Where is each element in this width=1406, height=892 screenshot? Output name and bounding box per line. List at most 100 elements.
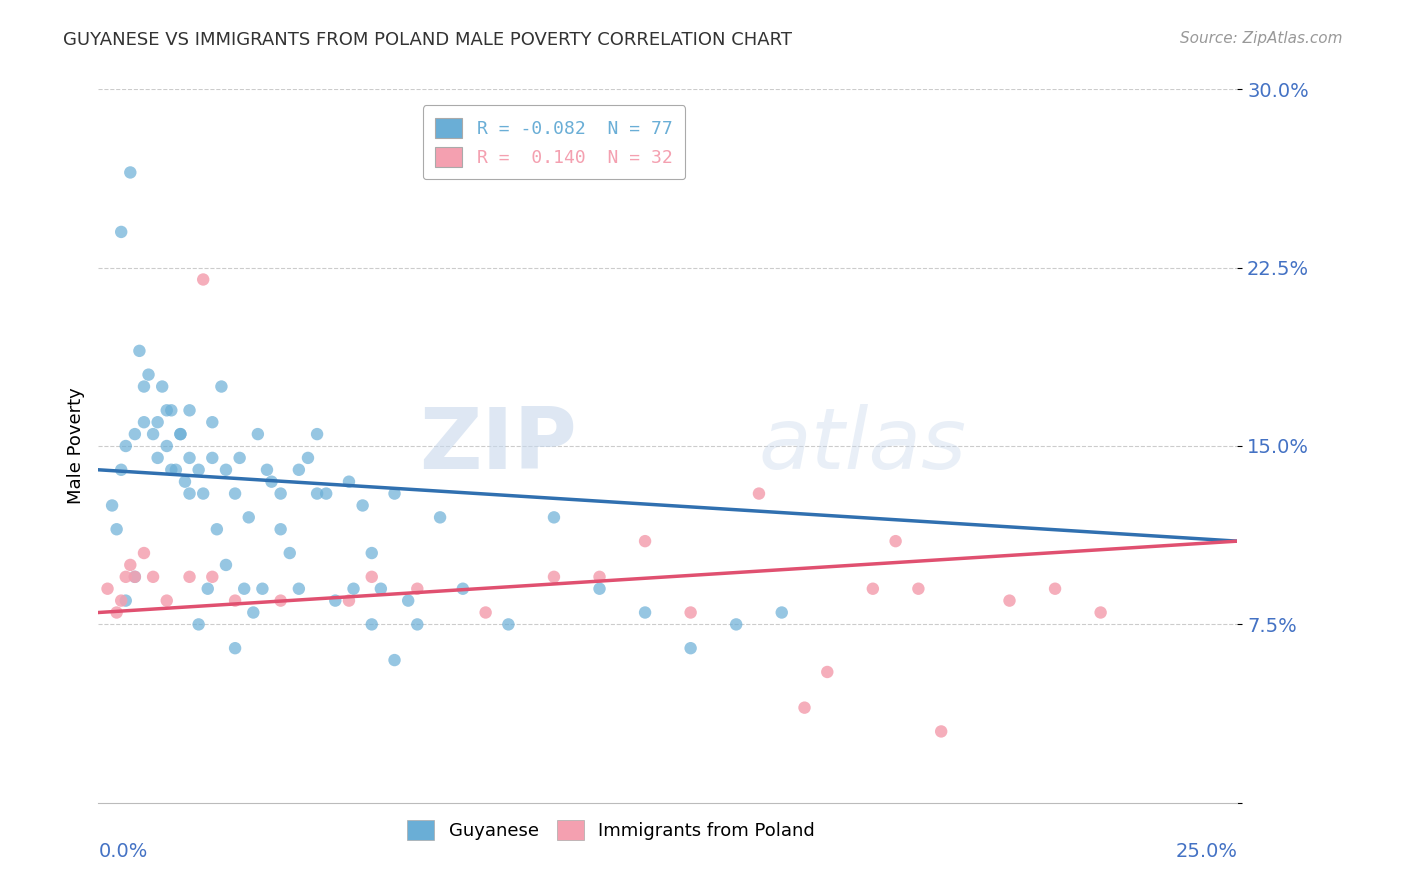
Point [201, 450, 224, 465]
Point [360, 546, 382, 560]
Point [169, 427, 191, 442]
Point [142, 570, 165, 584]
Point [498, 617, 520, 632]
Point [150, 379, 173, 393]
Point [360, 570, 382, 584]
Point [110, 225, 132, 239]
Point [156, 593, 179, 607]
Point [114, 570, 136, 584]
Point [384, 486, 406, 500]
Point [187, 617, 209, 632]
Text: ZIP: ZIP [419, 404, 576, 488]
Point [474, 606, 496, 620]
Text: Source: ZipAtlas.com: Source: ZipAtlas.com [1180, 31, 1343, 46]
Text: atlas: atlas [759, 404, 967, 488]
Point [174, 475, 197, 489]
Point [307, 427, 329, 442]
Point [270, 522, 292, 536]
Point [288, 463, 311, 477]
Point [179, 450, 201, 465]
Point [323, 593, 346, 607]
Point [224, 641, 246, 656]
Point [634, 606, 657, 620]
Point [114, 593, 136, 607]
Point [451, 582, 474, 596]
Point [998, 593, 1021, 607]
Point [215, 558, 238, 572]
Point [156, 403, 179, 417]
Point [165, 463, 187, 477]
Point [406, 582, 429, 596]
Text: 25.0%: 25.0% [1175, 842, 1237, 861]
Point [748, 486, 770, 500]
Point [815, 665, 838, 679]
Point [105, 522, 128, 536]
Point [101, 499, 124, 513]
Text: 0.0%: 0.0% [98, 842, 148, 861]
Point [543, 510, 565, 524]
Point [120, 165, 142, 179]
Point [169, 427, 191, 442]
Point [209, 379, 232, 393]
Point [160, 463, 183, 477]
Point [197, 582, 219, 596]
Point [96, 582, 118, 596]
Legend: Guyanese, Immigrants from Poland: Guyanese, Immigrants from Poland [399, 813, 823, 847]
Point [246, 427, 269, 442]
Point [138, 368, 160, 382]
Point [315, 486, 337, 500]
Y-axis label: Male Poverty: Male Poverty [66, 388, 84, 504]
Point [337, 475, 360, 489]
Point [201, 415, 224, 429]
Point [406, 617, 429, 632]
Point [307, 486, 329, 500]
Point [252, 582, 274, 596]
Point [120, 558, 142, 572]
Point [370, 582, 392, 596]
Point [110, 463, 132, 477]
Point [907, 582, 929, 596]
Point [110, 593, 132, 607]
Point [384, 653, 406, 667]
Point [1090, 606, 1112, 620]
Point [156, 439, 179, 453]
Point [187, 463, 209, 477]
Point [278, 546, 301, 560]
Point [215, 463, 238, 477]
Point [862, 582, 884, 596]
Point [132, 546, 155, 560]
Point [884, 534, 907, 549]
Point [270, 486, 292, 500]
Point [352, 499, 374, 513]
Point [288, 582, 311, 596]
Point [260, 475, 283, 489]
Point [396, 593, 419, 607]
Text: GUYANESE VS IMMIGRANTS FROM POLAND MALE POVERTY CORRELATION CHART: GUYANESE VS IMMIGRANTS FROM POLAND MALE … [63, 31, 792, 49]
Point [179, 403, 201, 417]
Point [124, 570, 146, 584]
Point [270, 593, 292, 607]
Point [256, 463, 278, 477]
Point [132, 415, 155, 429]
Point [179, 570, 201, 584]
Point [297, 450, 319, 465]
Point [725, 617, 748, 632]
Point [342, 582, 364, 596]
Point [543, 570, 565, 584]
Point [679, 641, 702, 656]
Point [142, 427, 165, 442]
Point [193, 486, 215, 500]
Point [201, 570, 224, 584]
Point [193, 272, 215, 286]
Point [429, 510, 451, 524]
Point [179, 486, 201, 500]
Point [146, 450, 169, 465]
Point [588, 582, 610, 596]
Point [224, 593, 246, 607]
Point [1043, 582, 1066, 596]
Point [228, 450, 250, 465]
Point [242, 606, 264, 620]
Point [132, 379, 155, 393]
Point [146, 415, 169, 429]
Point [124, 427, 146, 442]
